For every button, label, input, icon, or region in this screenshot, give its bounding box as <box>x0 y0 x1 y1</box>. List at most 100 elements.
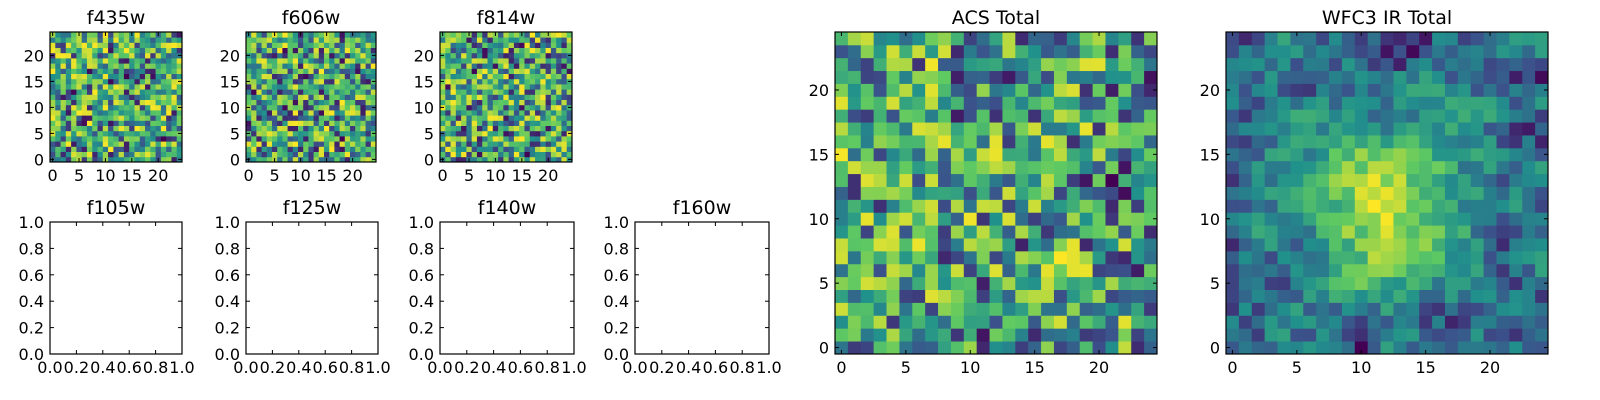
heatmap-cell <box>519 63 525 69</box>
heatmap-cell <box>1535 32 1549 46</box>
heatmap-cell <box>1444 315 1459 329</box>
heatmap-cell <box>134 78 141 85</box>
heatmap-cell <box>455 84 462 90</box>
heatmap-cell <box>925 147 939 162</box>
heatmap-cell <box>1509 225 1523 239</box>
heatmap-cell <box>835 199 849 213</box>
heatmap-cell <box>71 120 77 126</box>
heatmap-cell <box>308 73 314 80</box>
heatmap-cell <box>1092 263 1106 278</box>
heatmap-cell <box>318 110 325 116</box>
heatmap-cell <box>50 89 56 95</box>
heatmap-cell <box>155 110 162 116</box>
heatmap-cell <box>123 37 130 43</box>
x-tick-label: 0.4 <box>286 358 311 377</box>
heatmap-cell <box>339 94 346 100</box>
heatmap-cell <box>1290 263 1304 278</box>
heatmap-cell <box>360 42 366 48</box>
heatmap-cell <box>535 125 541 132</box>
heatmap-cell <box>938 302 952 316</box>
heatmap-cell <box>272 37 278 43</box>
heatmap-cell <box>324 37 330 43</box>
heatmap-cell <box>145 68 151 74</box>
heatmap-cell <box>1496 109 1510 123</box>
heatmap-cell <box>251 120 257 126</box>
heatmap-cell <box>145 63 151 69</box>
heatmap-cell <box>1015 147 1029 162</box>
heatmap-cell <box>471 115 478 121</box>
heatmap-cell <box>950 289 965 303</box>
heatmap-cell <box>1522 328 1536 342</box>
heatmap-cell <box>256 141 262 147</box>
heatmap-cell <box>1066 225 1081 239</box>
heatmap-cell <box>108 63 114 69</box>
heatmap-cell <box>860 109 875 123</box>
heatmap-cell <box>365 63 372 69</box>
heatmap-cell <box>1290 109 1304 123</box>
heatmap-cell <box>246 146 252 152</box>
heatmap-cell <box>150 115 156 121</box>
heatmap-cell <box>86 110 93 116</box>
heatmap-cell <box>1105 225 1119 239</box>
heatmap-cell <box>166 130 172 137</box>
heatmap-cell <box>461 78 467 85</box>
heatmap-cell <box>556 94 562 100</box>
heatmap-cell <box>92 52 98 59</box>
heatmap-cell <box>1053 135 1068 149</box>
heatmap-cell <box>1341 289 1356 303</box>
heatmap-cell <box>989 341 1003 355</box>
heatmap-cell <box>535 151 541 158</box>
heatmap-cell <box>1354 44 1369 59</box>
heatmap-cell <box>498 104 504 111</box>
heatmap-cell <box>1457 341 1472 355</box>
heatmap-cell <box>1406 302 1420 316</box>
heatmap-cell <box>487 141 494 147</box>
heatmap-cell <box>344 136 351 142</box>
heatmap-cell <box>487 130 494 137</box>
heatmap-cell <box>1354 302 1369 316</box>
heatmap-cell <box>1496 186 1510 200</box>
heatmap-cell <box>440 99 446 106</box>
heatmap-cell <box>1251 135 1266 149</box>
heatmap-cell <box>513 146 520 152</box>
heatmap-cell <box>1118 238 1132 252</box>
heatmap-cell <box>498 58 504 64</box>
heatmap-cell <box>303 130 309 137</box>
heatmap-cell <box>529 99 536 106</box>
heatmap-cell <box>1509 160 1523 175</box>
heatmap-cell <box>976 109 990 123</box>
heatmap-cell <box>329 141 335 147</box>
heatmap-cell <box>476 47 483 54</box>
heatmap-cell <box>1264 199 1278 213</box>
heatmap-cell <box>266 68 273 74</box>
heatmap-cells <box>50 32 183 163</box>
x-tick-label: 5 <box>270 166 280 185</box>
heatmap-cell <box>113 104 120 111</box>
heatmap-cell <box>1341 263 1356 278</box>
heatmap-cell <box>925 225 939 239</box>
heatmap-cell <box>1066 32 1081 46</box>
y-tick-label: 0 <box>424 150 434 169</box>
heatmap-cell <box>324 68 330 74</box>
heatmap-cell <box>440 136 446 142</box>
heatmap-cell <box>1002 135 1016 149</box>
heatmap-cell <box>1028 70 1042 84</box>
heatmap-cell <box>1226 32 1240 46</box>
heatmap-cell <box>308 146 314 152</box>
heatmap-cell <box>313 141 320 147</box>
heatmap-cell <box>508 136 515 142</box>
heatmap-cell <box>886 109 900 123</box>
heatmap-cell <box>1238 122 1253 136</box>
heatmap-cell <box>50 151 56 158</box>
heatmap-cell <box>256 52 262 59</box>
heatmap-cell <box>524 84 531 90</box>
heatmap-cell <box>847 263 862 278</box>
heatmap-cell <box>155 125 162 132</box>
heatmap-cell <box>1380 57 1394 72</box>
heatmap-cell <box>963 186 978 200</box>
heatmap-cell <box>277 58 283 64</box>
heatmap-cell <box>471 136 478 142</box>
heatmap-cell <box>1066 135 1081 149</box>
heatmap-cell <box>455 125 462 132</box>
heatmap-cell <box>1522 225 1536 239</box>
